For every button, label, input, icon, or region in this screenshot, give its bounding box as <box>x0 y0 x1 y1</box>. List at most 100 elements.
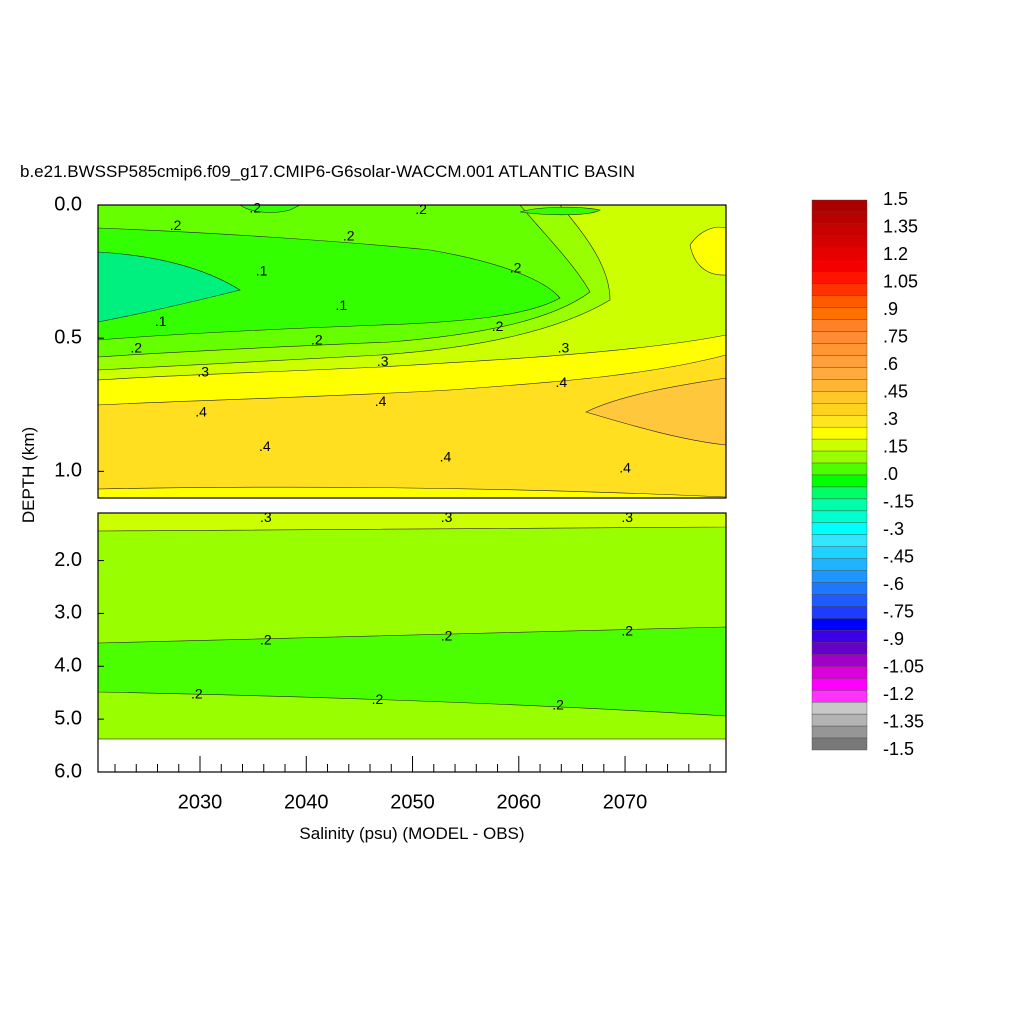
colorbar-box <box>811 343 868 356</box>
colorbar-label: -.9 <box>883 629 904 649</box>
colorbar-box <box>811 355 868 368</box>
y-tick-label: 4.0 <box>54 655 82 677</box>
colorbar-box <box>811 379 868 392</box>
colorbar-box <box>811 259 868 272</box>
colorbar-box <box>811 307 868 320</box>
contour-label: .3 <box>621 509 633 525</box>
x-tick-label: 2040 <box>284 791 329 813</box>
plot-frame <box>97 512 727 773</box>
y-tick-label: 5.0 <box>54 707 82 729</box>
colorbar-label: .3 <box>883 409 898 429</box>
contour-label: .4 <box>375 393 387 409</box>
colorbar-label: -.75 <box>883 601 914 621</box>
x-tick-label: 2050 <box>390 791 435 813</box>
contour-label: .2 <box>249 200 261 216</box>
colorbar-box <box>811 426 868 440</box>
contour-label: .1 <box>335 297 347 313</box>
colorbar-box <box>811 223 868 237</box>
y-tick-label: 2.0 <box>54 549 82 571</box>
contour-fill-upper <box>98 205 726 498</box>
contour-label: .1 <box>256 262 268 278</box>
colorbar-label: 1.05 <box>883 271 918 291</box>
contour-label: .4 <box>259 438 271 454</box>
y-tick-label: 1.0 <box>54 460 82 482</box>
y-tick-label: 3.0 <box>54 602 82 624</box>
contour-label: .3 <box>197 364 209 380</box>
colorbar-box <box>811 295 868 308</box>
colorbar-box <box>811 534 868 547</box>
colorbar-box <box>811 522 868 535</box>
contour-label: .3 <box>441 509 453 525</box>
colorbar-box <box>811 582 868 595</box>
colorbar-label: -1.05 <box>883 656 924 676</box>
contour-fill-lower <box>98 513 726 772</box>
colorbar-box <box>811 319 868 332</box>
x-tick-label: 2060 <box>497 791 542 813</box>
y-tick-label: 0.5 <box>54 326 82 348</box>
colorbar-box <box>811 283 868 296</box>
contour-label: .2 <box>415 201 427 217</box>
colorbar-box <box>811 713 868 727</box>
contour-label: .2 <box>170 217 182 233</box>
contour-label: .2 <box>191 686 203 702</box>
colorbar-box <box>811 510 868 524</box>
colorbar-box <box>811 606 868 619</box>
colorbar-label: .15 <box>883 436 908 456</box>
contour-label: .3 <box>260 509 272 525</box>
colorbar-box <box>811 666 868 679</box>
colorbar-box <box>811 331 868 344</box>
colorbar-box <box>811 618 868 631</box>
contour-label: .2 <box>372 691 384 707</box>
y-tick-label: 0.0 <box>54 193 82 215</box>
colorbar-label: 1.2 <box>883 244 908 264</box>
colorbar-label: -1.2 <box>883 684 914 704</box>
contour-label: .4 <box>195 403 207 419</box>
colorbar-box <box>811 630 868 643</box>
colorbar-box <box>811 642 868 655</box>
contour-label: .2 <box>492 318 504 334</box>
contour-label: .4 <box>555 374 567 390</box>
y-axis-label: DEPTH (km) <box>19 427 38 523</box>
colorbar-label: -1.35 <box>883 711 924 731</box>
colorbar-box <box>811 558 868 571</box>
colorbar-box <box>811 367 868 380</box>
colorbar-label: .0 <box>883 464 898 484</box>
contour-label: .2 <box>311 332 323 348</box>
colorbar-box <box>811 462 868 476</box>
colorbar-box <box>811 570 868 583</box>
colorbar-box <box>811 737 868 751</box>
contour-label: .2 <box>343 228 355 244</box>
colorbar-label: -.3 <box>883 519 904 539</box>
colorbar-box <box>811 271 868 284</box>
colorbar-label: 1.35 <box>883 216 918 236</box>
x-tick-label: 2070 <box>603 791 648 813</box>
colorbar-box <box>811 211 868 225</box>
colorbar-box <box>811 235 868 249</box>
x-axis-label: Salinity (psu) (MODEL - OBS) <box>299 824 524 843</box>
contour-label: .2 <box>621 623 633 639</box>
contour-label: .4 <box>440 449 452 465</box>
x-tick-label: 2030 <box>178 791 223 813</box>
colorbar-label: -.15 <box>883 491 914 511</box>
colorbar-label: .45 <box>883 381 908 401</box>
colorbar-box <box>811 486 868 500</box>
colorbar-box <box>811 199 868 213</box>
colorbar-box <box>811 498 868 512</box>
colorbar-box <box>811 391 868 404</box>
colorbar-box <box>811 654 868 667</box>
colorbar-box <box>811 438 868 452</box>
contour-label: .3 <box>558 340 570 356</box>
colorbar-box <box>811 594 868 607</box>
colorbar-label: -.6 <box>883 574 904 594</box>
y-tick-label: 6.0 <box>54 760 82 782</box>
colorbar-box <box>811 678 868 691</box>
contour-label: .2 <box>510 260 522 276</box>
colorbar-box <box>811 403 868 416</box>
colorbar-box <box>811 701 868 715</box>
colorbar-box <box>811 247 868 260</box>
plot-frame <box>97 204 727 499</box>
colorbar-label: -1.5 <box>883 739 914 759</box>
colorbar-box <box>811 546 868 559</box>
colorbar-label: .9 <box>883 299 898 319</box>
